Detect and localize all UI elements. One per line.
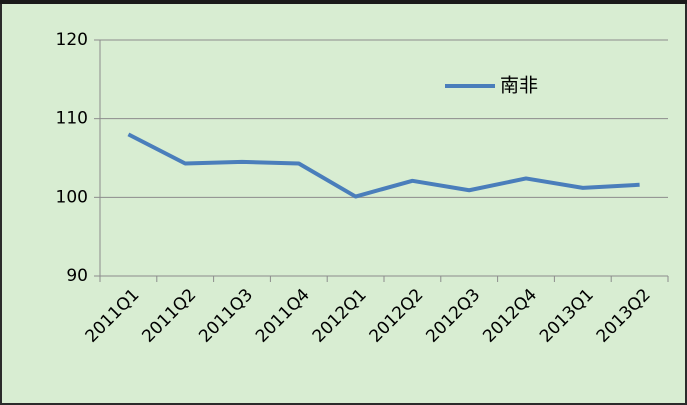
y-tick-label: 110 — [56, 109, 88, 129]
legend-label: 南非 — [500, 75, 538, 97]
y-tick-label: 90 — [66, 266, 88, 286]
y-tick-label: 100 — [56, 187, 88, 207]
line-series — [127, 132, 640, 199]
y-tick-label: 120 — [56, 30, 88, 50]
